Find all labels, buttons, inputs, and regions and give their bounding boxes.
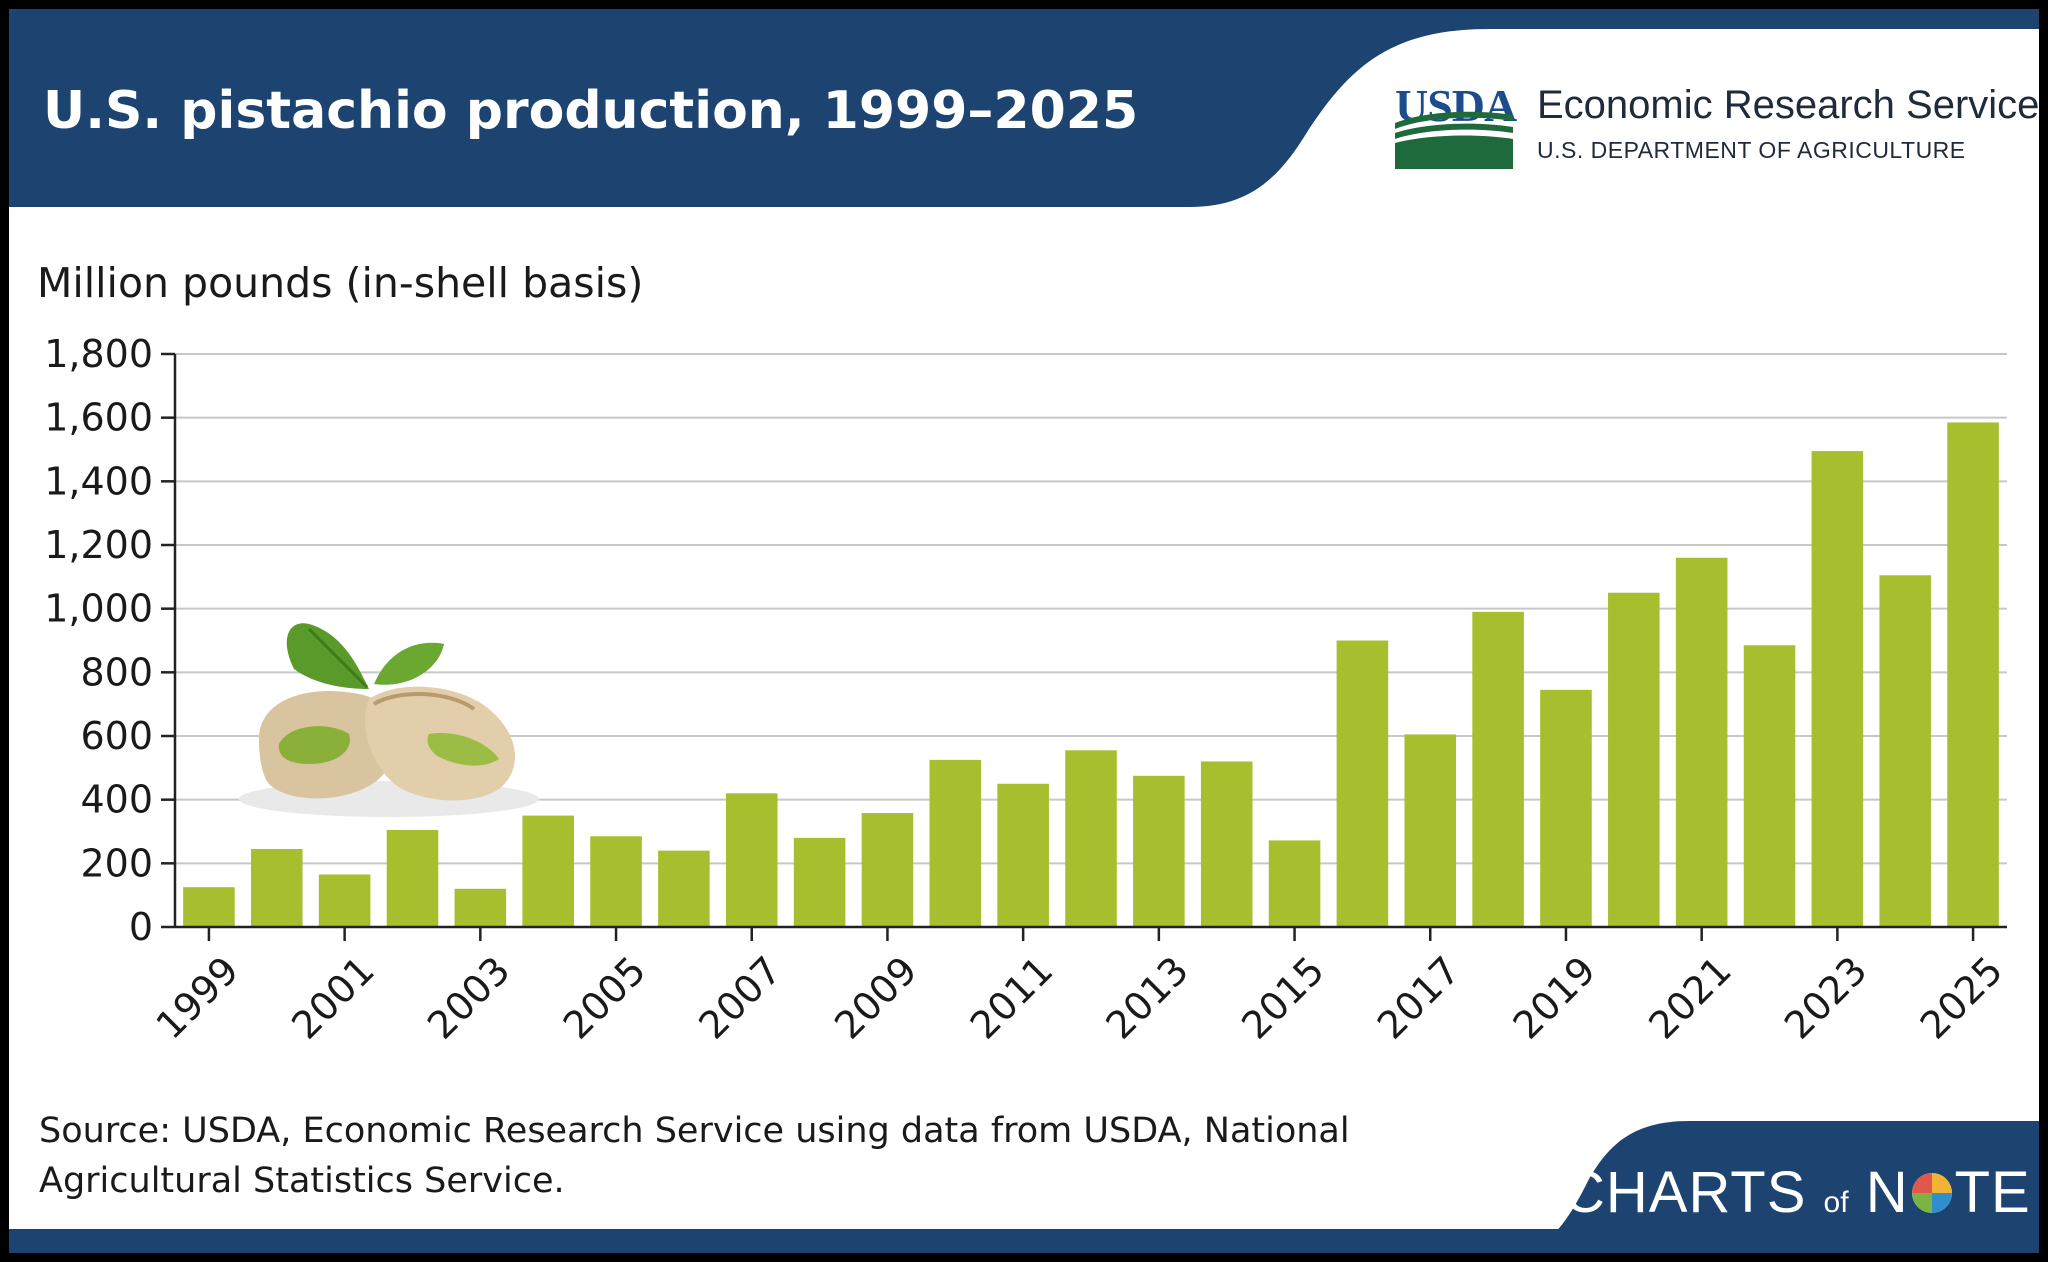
bar-2022 xyxy=(1743,645,1796,927)
y-tick-label-1200: 1,200 xyxy=(44,523,153,567)
x-tick-label-2025: 2025 xyxy=(1912,948,2012,1048)
header-banner xyxy=(9,9,2039,1253)
x-tick-label-2007: 2007 xyxy=(690,948,790,1048)
y-tick-label-1400: 1,400 xyxy=(44,459,153,503)
bars xyxy=(183,422,1999,927)
bar-1999 xyxy=(183,887,235,927)
x-tick-label-2017: 2017 xyxy=(1369,948,1469,1048)
bar-2012 xyxy=(1065,750,1117,927)
bar-2005 xyxy=(590,836,642,927)
charts-of-note-logo: CHARTS of N TE xyxy=(1563,1159,2031,1226)
bar-2009 xyxy=(861,813,914,927)
bar-2017 xyxy=(1404,734,1457,927)
x-tick-label-2023: 2023 xyxy=(1776,948,1876,1048)
x-tick-label-2021: 2021 xyxy=(1640,948,1740,1048)
x-tick-label-2013: 2013 xyxy=(1098,948,1198,1048)
footer-brand-background xyxy=(1509,1121,2039,1253)
y-axis-label: Million pounds (in-shell basis) xyxy=(37,259,644,307)
x-axis-ticks: 1999 2001 2003 2005 2007 2009 2011 2013 2015 2017… xyxy=(148,927,2012,1048)
usda-logo xyxy=(1395,111,1513,169)
bar-2019 xyxy=(1540,689,1592,927)
y-tick-label-400: 400 xyxy=(80,778,153,822)
y-tick-label-600: 600 xyxy=(80,714,153,758)
page-title: U.S. pistachio production, 1999–2025 xyxy=(43,81,1139,141)
y-tick-label-1000: 1,000 xyxy=(44,587,153,631)
bar-2018 xyxy=(1472,611,1524,927)
bar-2010 xyxy=(929,759,982,927)
brand-of: of xyxy=(1823,1186,1849,1219)
y-tick-label-1600: 1,600 xyxy=(44,396,153,440)
header-background xyxy=(9,9,2039,207)
bar-2016 xyxy=(1336,640,1389,927)
bar-2003 xyxy=(454,888,507,927)
bar-2001 xyxy=(318,874,371,927)
bar-2020 xyxy=(1608,592,1660,927)
bar-2014 xyxy=(1200,761,1253,927)
x-tick-label-2011: 2011 xyxy=(962,948,1062,1048)
bar-chart: 0 200 400 600 800 1,000 1,200 1,400 1,600 1,800 1… xyxy=(44,332,2012,1048)
bar-2002 xyxy=(386,829,439,927)
bar-2015 xyxy=(1268,840,1321,927)
x-tick-label-2019: 2019 xyxy=(1505,948,1605,1048)
source-note: Source: USDA, Economic Research Service … xyxy=(39,1111,1350,1201)
bar-2000 xyxy=(250,849,303,927)
x-tick-label-2015: 2015 xyxy=(1233,948,1333,1048)
bar-2006 xyxy=(658,850,710,927)
bar-2007 xyxy=(725,793,778,927)
footer-strip xyxy=(9,1229,2039,1253)
x-tick-label-2003: 2003 xyxy=(419,948,519,1048)
x-tick-label-1999: 1999 xyxy=(148,948,248,1048)
brand-charts: CHARTS xyxy=(1563,1160,1807,1225)
y-tick-label-200: 200 xyxy=(80,841,153,885)
bar-2013 xyxy=(1133,775,1185,927)
bar-2011 xyxy=(997,783,1049,927)
bar-2023 xyxy=(1811,451,1864,927)
pie-icon xyxy=(1911,1173,1952,1213)
bar-2025 xyxy=(1947,422,1999,927)
chart-card: U.S. pistachio production, 1999–2025 USD… xyxy=(9,9,2039,1253)
y-tick-label-0: 0 xyxy=(129,905,153,949)
bar-2024 xyxy=(1879,575,1932,927)
department-name: U.S. DEPARTMENT OF AGRICULTURE xyxy=(1537,137,1966,163)
x-tick-label-2001: 2001 xyxy=(283,948,383,1048)
agency-name: Economic Research Service xyxy=(1537,83,2039,127)
y-axis-ticks: 0 200 400 600 800 1,000 1,200 1,400 1,600 1,800 xyxy=(44,332,175,949)
bar-2004 xyxy=(522,815,574,927)
y-tick-label-1800: 1,800 xyxy=(44,332,153,376)
bar-2008 xyxy=(793,837,846,927)
brand-te: TE xyxy=(1954,1160,2031,1225)
y-tick-label-800: 800 xyxy=(80,650,153,694)
brand-n: N xyxy=(1865,1160,1909,1225)
bar-2021 xyxy=(1675,557,1728,927)
x-tick-label-2009: 2009 xyxy=(826,948,926,1048)
x-tick-label-2005: 2005 xyxy=(555,948,655,1048)
pistachio-illustration xyxy=(239,623,539,817)
